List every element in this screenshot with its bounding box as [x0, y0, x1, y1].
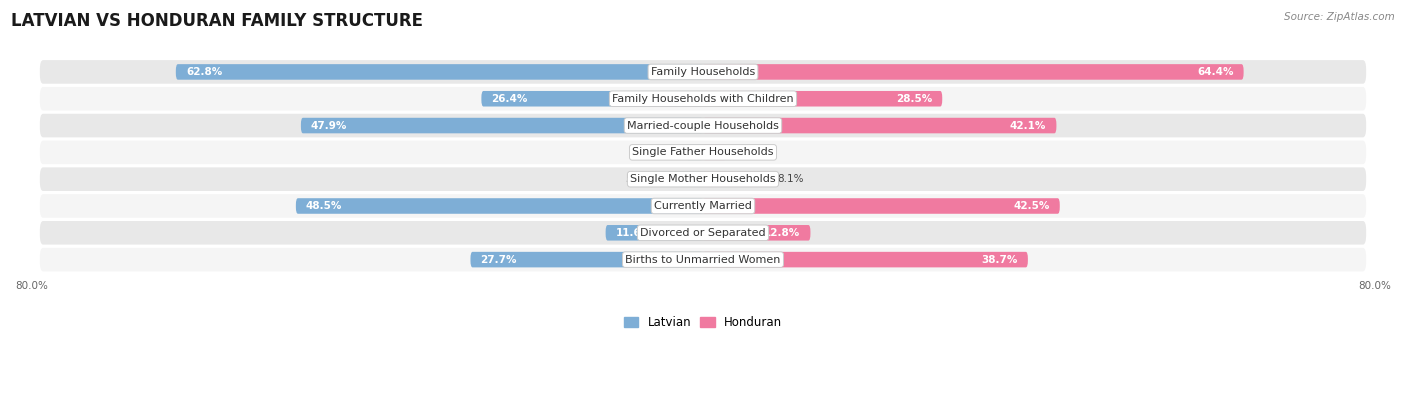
Text: LATVIAN VS HONDURAN FAMILY STRUCTURE: LATVIAN VS HONDURAN FAMILY STRUCTURE: [11, 12, 423, 30]
Text: Family Households: Family Households: [651, 67, 755, 77]
FancyBboxPatch shape: [39, 221, 1367, 245]
Text: 2.0%: 2.0%: [654, 147, 679, 157]
FancyBboxPatch shape: [703, 198, 1060, 214]
FancyBboxPatch shape: [301, 118, 703, 134]
Text: 5.3%: 5.3%: [626, 174, 652, 184]
Text: 11.6%: 11.6%: [616, 228, 652, 238]
Text: Source: ZipAtlas.com: Source: ZipAtlas.com: [1284, 12, 1395, 22]
Text: 28.5%: 28.5%: [896, 94, 932, 104]
Text: 42.5%: 42.5%: [1014, 201, 1050, 211]
Text: 2.8%: 2.8%: [733, 147, 759, 157]
FancyBboxPatch shape: [39, 87, 1367, 111]
FancyBboxPatch shape: [471, 252, 703, 267]
Text: 27.7%: 27.7%: [481, 255, 517, 265]
Text: 64.4%: 64.4%: [1197, 67, 1233, 77]
Text: 26.4%: 26.4%: [492, 94, 527, 104]
FancyBboxPatch shape: [703, 252, 1028, 267]
FancyBboxPatch shape: [481, 91, 703, 107]
FancyBboxPatch shape: [658, 171, 703, 187]
FancyBboxPatch shape: [39, 114, 1367, 137]
Text: Births to Unmarried Women: Births to Unmarried Women: [626, 255, 780, 265]
FancyBboxPatch shape: [703, 171, 770, 187]
FancyBboxPatch shape: [703, 145, 727, 160]
FancyBboxPatch shape: [703, 118, 1056, 134]
Text: Currently Married: Currently Married: [654, 201, 752, 211]
FancyBboxPatch shape: [39, 194, 1367, 218]
FancyBboxPatch shape: [295, 198, 703, 214]
FancyBboxPatch shape: [39, 248, 1367, 271]
Text: 38.7%: 38.7%: [981, 255, 1018, 265]
FancyBboxPatch shape: [39, 60, 1367, 84]
Text: 62.8%: 62.8%: [186, 67, 222, 77]
Legend: Latvian, Honduran: Latvian, Honduran: [619, 311, 787, 333]
FancyBboxPatch shape: [686, 145, 703, 160]
Text: Single Father Households: Single Father Households: [633, 147, 773, 157]
FancyBboxPatch shape: [176, 64, 703, 80]
FancyBboxPatch shape: [39, 167, 1367, 191]
Text: Single Mother Households: Single Mother Households: [630, 174, 776, 184]
Text: Family Households with Children: Family Households with Children: [612, 94, 794, 104]
FancyBboxPatch shape: [39, 141, 1367, 164]
Text: 12.8%: 12.8%: [763, 228, 800, 238]
Text: 47.9%: 47.9%: [311, 120, 347, 131]
FancyBboxPatch shape: [703, 91, 942, 107]
Text: 42.1%: 42.1%: [1010, 120, 1046, 131]
FancyBboxPatch shape: [606, 225, 703, 241]
Text: 48.5%: 48.5%: [307, 201, 342, 211]
FancyBboxPatch shape: [703, 225, 810, 241]
Text: Divorced or Separated: Divorced or Separated: [640, 228, 766, 238]
Text: 8.1%: 8.1%: [778, 174, 804, 184]
FancyBboxPatch shape: [703, 64, 1244, 80]
Text: Married-couple Households: Married-couple Households: [627, 120, 779, 131]
